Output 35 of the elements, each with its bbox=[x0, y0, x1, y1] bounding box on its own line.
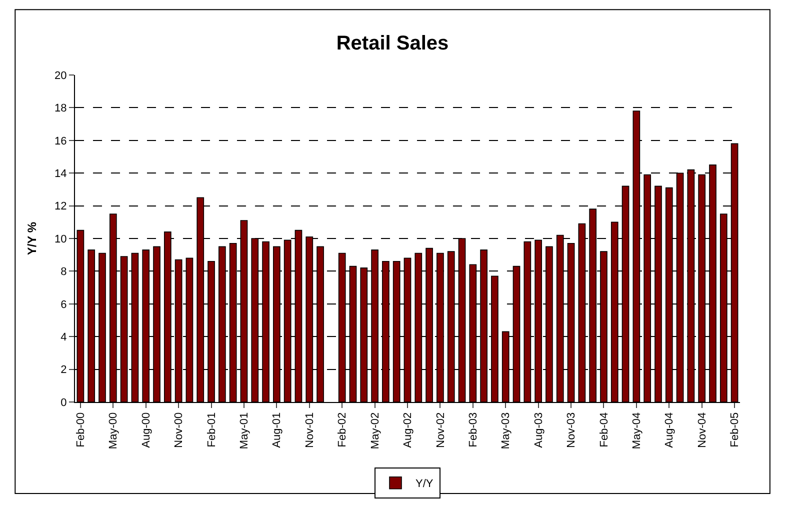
y-tick-label: 12 bbox=[54, 200, 67, 213]
y-tick-label: 4 bbox=[60, 331, 67, 344]
y-tick-label: 0 bbox=[60, 396, 67, 409]
x-tick-label: Feb-01 bbox=[206, 412, 218, 448]
x-tick-label: May-01 bbox=[238, 412, 251, 450]
legend-label: Y/Y bbox=[416, 478, 434, 490]
y-axis-title: Y/Y % bbox=[24, 222, 39, 256]
x-tick-label: Nov-00 bbox=[173, 412, 186, 448]
x-tick-label: May-02 bbox=[369, 412, 382, 450]
y-tick-label: 2 bbox=[60, 364, 67, 376]
x-tick-label: Nov-03 bbox=[566, 412, 578, 448]
x-tick-label: May-03 bbox=[500, 412, 512, 450]
x-tick-label: Feb-02 bbox=[336, 412, 349, 448]
x-tick-label: Feb-05 bbox=[729, 412, 742, 448]
y-tick-label: 16 bbox=[54, 135, 67, 148]
y-tick-label: 20 bbox=[54, 70, 67, 82]
x-tick-label: May-04 bbox=[631, 412, 644, 450]
x-tick-label: Nov-01 bbox=[304, 412, 316, 448]
x-tick-label: Aug-04 bbox=[664, 412, 676, 448]
x-tick-label: Aug-03 bbox=[532, 412, 545, 448]
x-tick-label: Aug-01 bbox=[271, 412, 284, 448]
x-tick-label: Feb-00 bbox=[75, 412, 88, 448]
x-tick-label: Feb-04 bbox=[598, 412, 610, 448]
x-tick-label: Nov-04 bbox=[696, 412, 708, 448]
y-tick-label: 6 bbox=[60, 298, 67, 311]
y-tick-label: 14 bbox=[54, 168, 67, 180]
chart-title: Retail Sales bbox=[336, 32, 449, 55]
x-tick-label: Aug-02 bbox=[402, 412, 414, 448]
x-tick-label: May-00 bbox=[108, 412, 120, 450]
y-tick-label: 8 bbox=[60, 266, 67, 278]
y-tick-label: 10 bbox=[54, 233, 67, 246]
y-tick-label: 18 bbox=[54, 102, 67, 115]
x-tick-label: Nov-02 bbox=[434, 412, 447, 448]
x-tick-label: Aug-00 bbox=[140, 412, 152, 448]
x-tick-label: Feb-03 bbox=[467, 412, 480, 448]
